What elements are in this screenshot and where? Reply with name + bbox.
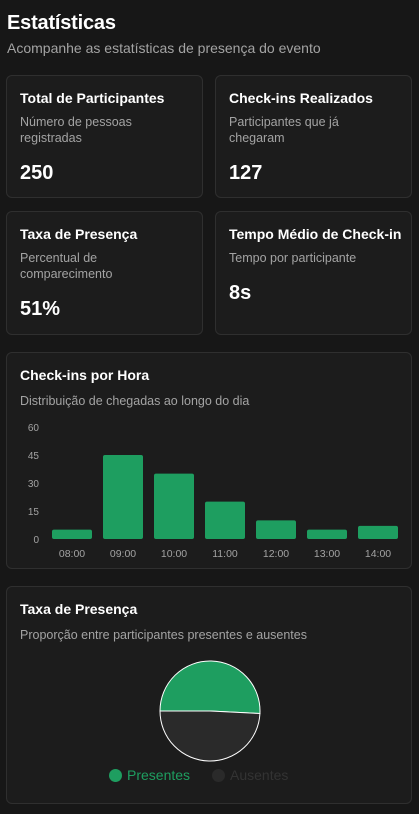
y-tick-label: 0 bbox=[33, 535, 39, 546]
bar-0900 bbox=[103, 455, 143, 539]
card-title: Taxa de Presença bbox=[20, 226, 138, 242]
x-tick-label: 11:00 bbox=[212, 548, 238, 560]
card-description: Participantes que já chegaram bbox=[229, 115, 339, 145]
total-participants-card: Total de Participantes Número de pessoas… bbox=[6, 75, 203, 198]
x-tick-label: 09:00 bbox=[110, 548, 136, 560]
card-description: Tempo por participante bbox=[229, 251, 357, 265]
x-tick-label: 14:00 bbox=[365, 548, 391, 560]
bar-1000 bbox=[154, 473, 194, 539]
bar-1400 bbox=[358, 525, 398, 539]
card-value: 51% bbox=[20, 298, 61, 320]
y-tick-label: 60 bbox=[28, 423, 40, 434]
card-description: Número de pessoas registradas bbox=[20, 115, 132, 145]
avg-checkin-time-card: Tempo Médio de Check-in Tempo por partic… bbox=[215, 211, 412, 335]
checkins-card: Check-ins Realizados Participantes que j… bbox=[215, 75, 412, 198]
bar-1300 bbox=[307, 529, 347, 539]
y-tick-label: 30 bbox=[28, 479, 40, 490]
x-tick-label: 13:00 bbox=[314, 548, 340, 560]
card-value: 8s bbox=[229, 282, 252, 304]
legend-absent: Ausentes bbox=[212, 767, 288, 783]
y-tick-label: 45 bbox=[28, 451, 40, 462]
card-title: Check-ins por Hora bbox=[20, 367, 150, 383]
card-description: Proporção entre participantes presentes … bbox=[20, 628, 307, 642]
legend-present-label: Presentes bbox=[127, 767, 191, 783]
card-description: Percentual de comparecimento bbox=[20, 251, 113, 281]
pie-slice-presentes bbox=[159, 660, 261, 715]
x-tick-label: 08:00 bbox=[59, 548, 85, 560]
x-tick-label: 12:00 bbox=[263, 548, 289, 560]
y-tick-label: 15 bbox=[28, 507, 40, 518]
card-value: 250 bbox=[20, 162, 54, 184]
page-subtitle: Acompanhe as estatísticas de presença do… bbox=[7, 40, 321, 56]
card-title: Total de Participantes bbox=[20, 90, 165, 106]
presence-pie-chart bbox=[159, 660, 261, 762]
bar-1100 bbox=[205, 501, 245, 539]
legend-absent-dot bbox=[212, 768, 225, 782]
card-title: Tempo Médio de Check-in bbox=[229, 226, 402, 242]
legend-present-dot bbox=[109, 768, 122, 782]
attendance-rate-card: Taxa de Presença Percentual de compareci… bbox=[6, 211, 203, 335]
pie-slice-ausentes bbox=[159, 710, 261, 762]
checkins-bar-chart: 0 15 30 45 60 08:00 09:00 10:00 11:00 12:00 13:00 1… bbox=[28, 423, 398, 560]
page-title: Estatísticas bbox=[7, 12, 116, 34]
legend-absent-label: Ausentes bbox=[230, 767, 289, 783]
card-title: Taxa de Presença bbox=[20, 601, 138, 617]
x-tick-label: 10:00 bbox=[161, 548, 187, 560]
bar-0800 bbox=[52, 529, 92, 539]
legend-present: Presentes bbox=[109, 767, 190, 783]
card-value: 127 bbox=[229, 162, 263, 184]
bar-1200 bbox=[256, 520, 296, 539]
card-description: Distribuição de chegadas ao longo do dia bbox=[20, 394, 250, 408]
card-title: Check-ins Realizados bbox=[229, 90, 373, 106]
presence-rate-card: Taxa de Presença Proporção entre partici… bbox=[6, 586, 412, 804]
checkins-per-hour-card: Check-ins por Hora Distribuição de chega… bbox=[6, 352, 412, 569]
